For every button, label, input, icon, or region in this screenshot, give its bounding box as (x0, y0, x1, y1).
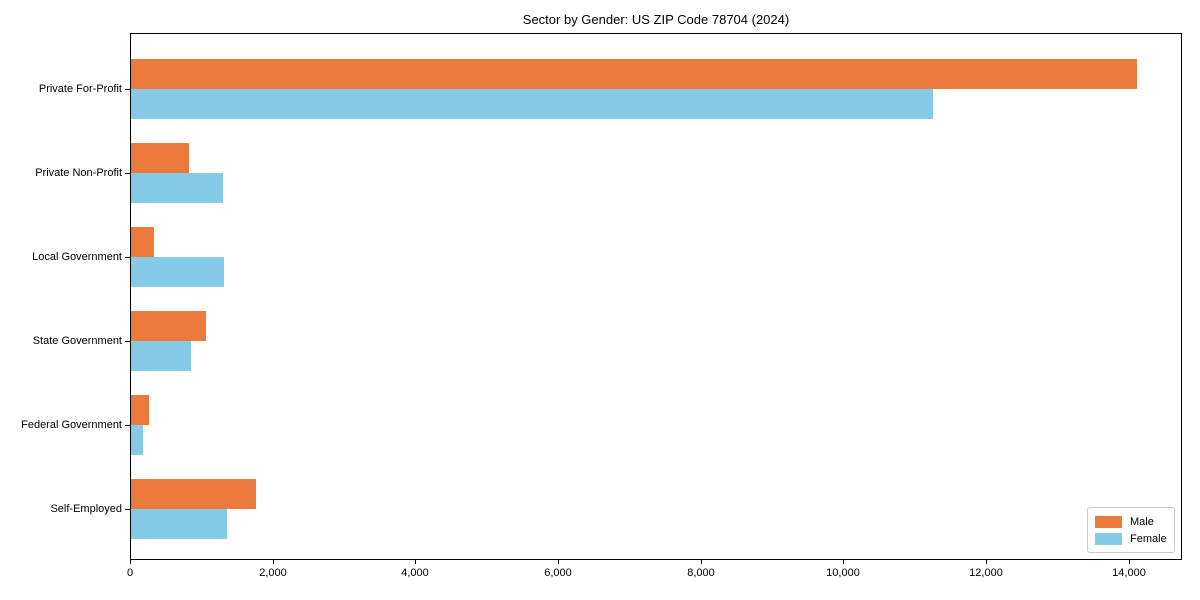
legend-label-male: Male (1130, 515, 1154, 528)
chart-title: Sector by Gender: US ZIP Code 78704 (202… (522, 12, 790, 27)
xtick-mark (558, 560, 559, 564)
bar-male-federal-government (131, 394, 149, 425)
ytick-label-state-government: State Government (32, 334, 122, 347)
bar-male-state-government (131, 310, 206, 341)
ytick-mark (125, 424, 130, 426)
xtick-label-6000: 6,000 (544, 567, 572, 579)
legend-swatch-male (1095, 515, 1122, 528)
legend-swatch-female (1095, 532, 1122, 545)
bar-male-self-employed (131, 478, 256, 509)
xtick-label-4000: 4,000 (401, 567, 429, 579)
bar-female-federal-government (131, 424, 143, 455)
xtick-label-0: 0 (126, 567, 134, 579)
xtick-mark (843, 560, 844, 564)
ytick-mark (125, 340, 130, 342)
bar-female-private-for-profit (131, 89, 933, 119)
legend: Male Female (1087, 507, 1175, 553)
xtick-label-2000: 2,000 (259, 567, 287, 579)
ytick-mark (125, 172, 130, 174)
bar-female-self-employed (131, 508, 227, 539)
xtick-label-12000: 12,000 (969, 567, 1003, 579)
bar-female-local-government (131, 256, 224, 287)
ytick-label-private-non-profit: Private Non-Profit (35, 166, 122, 179)
ytick-mark (125, 508, 130, 510)
legend-entry-male: Male (1095, 513, 1167, 530)
ytick-mark (125, 256, 130, 258)
bar-female-private-non-profit (131, 172, 223, 203)
plot-area: Male Female (130, 33, 1182, 560)
xtick-mark (986, 560, 987, 564)
bar-male-private-for-profit (131, 59, 1137, 89)
legend-label-female: Female (1130, 532, 1167, 545)
ytick-label-private-for-profit: Private For-Profit (38, 83, 122, 95)
xtick-mark (130, 560, 131, 564)
xtick-mark (415, 560, 416, 564)
ytick-label-local-government: Local Government (32, 250, 122, 263)
bar-male-private-non-profit (131, 142, 189, 173)
xtick-mark (1129, 560, 1130, 564)
legend-entry-female: Female (1095, 530, 1167, 547)
bar-male-local-government (131, 226, 154, 257)
ytick-mark (125, 89, 130, 90)
bar-female-state-government (131, 340, 191, 371)
ytick-label-self-employed: Self-Employed (50, 502, 122, 515)
xtick-label-8000: 8,000 (687, 567, 715, 579)
xtick-label-14000: 14,000 (1112, 567, 1146, 579)
xtick-label-10000: 10,000 (826, 567, 860, 579)
ytick-label-federal-government: Federal Government (21, 418, 122, 431)
xtick-mark (701, 560, 702, 564)
xtick-mark (273, 560, 274, 564)
